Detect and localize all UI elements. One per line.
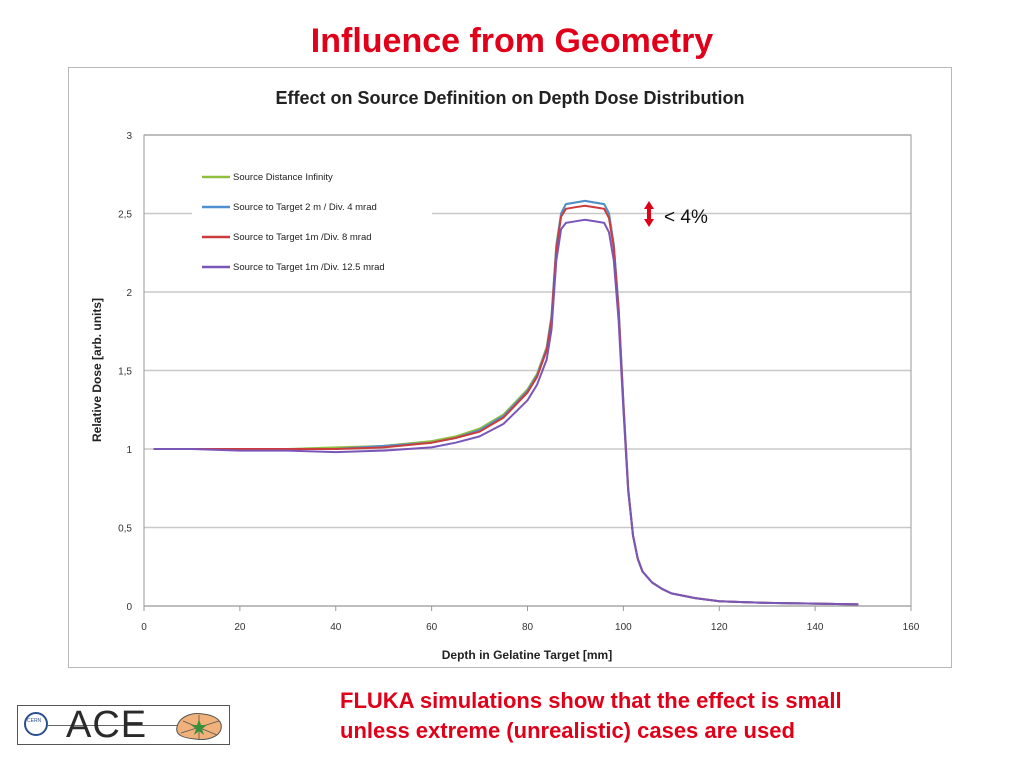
footer-line-1: FLUKA simulations show that the effect i… xyxy=(340,688,842,713)
x-tick-label: 0 xyxy=(141,622,147,633)
slide-title: Influence from Geometry xyxy=(310,22,714,60)
legend-label: Source to Target 1m /Div. 8 mrad xyxy=(233,232,372,243)
y-tick-labels: 0 0,5 1 1,5 2 2,5 3 xyxy=(118,131,132,613)
legend-label: Source to Target 1m /Div. 12.5 mrad xyxy=(233,262,385,273)
footer-text: FLUKA simulations show that the effect i… xyxy=(340,686,980,746)
legend: Source Distance Infinity Source to Target… xyxy=(192,165,432,285)
x-tick-label: 100 xyxy=(615,622,632,633)
x-tick-label: 80 xyxy=(522,622,534,633)
ace-logo: CERN ACE xyxy=(17,704,230,746)
x-tick-label: 60 xyxy=(426,622,438,633)
y-axis-label: Relative Dose [arb. units] xyxy=(90,298,104,442)
series-line-4 xyxy=(153,218,859,606)
x-tick-labels: 0 20 40 60 80 100 120 140 160 xyxy=(141,606,920,633)
annotation-text: < 4% xyxy=(664,207,708,228)
x-axis-label: Depth in Gelatine Target [mm] xyxy=(442,648,612,662)
chart-frame: Effect on Source Definition on Depth Dos… xyxy=(68,67,952,668)
x-tick-label: 40 xyxy=(330,622,342,633)
legend-background xyxy=(192,165,432,285)
logo-text: ACE xyxy=(66,704,148,746)
footer-line-2: unless extreme (unrealistic) cases are u… xyxy=(340,718,795,743)
legend-label: Source Distance Infinity xyxy=(233,172,333,183)
x-tick-label: 20 xyxy=(234,622,246,633)
x-tick-label: 160 xyxy=(903,622,920,633)
x-tick-label: 140 xyxy=(807,622,824,633)
double-arrow-icon xyxy=(644,201,654,227)
y-tick-label: 1 xyxy=(126,445,132,456)
y-tick-label: 1,5 xyxy=(118,367,132,378)
chart-title: Effect on Source Definition on Depth Dos… xyxy=(275,88,744,108)
cern-emblem-label: CERN xyxy=(27,718,42,724)
y-tick-label: 0,5 xyxy=(118,524,132,535)
annotation: < 4% xyxy=(644,201,708,228)
legend-label: Source to Target 2 m / Div. 4 mrad xyxy=(233,202,377,213)
y-tick-label: 2 xyxy=(126,288,132,299)
y-tick-label: 0 xyxy=(126,602,132,613)
depth-dose-chart: Effect on Source Definition on Depth Dos… xyxy=(90,88,920,662)
star-map-icon xyxy=(176,713,222,740)
cern-logo-icon xyxy=(24,712,48,736)
y-tick-label: 3 xyxy=(126,131,132,142)
logo-line xyxy=(48,725,198,726)
series-layer xyxy=(153,199,859,606)
y-tick-label: 2,5 xyxy=(118,210,132,221)
x-tick-label: 120 xyxy=(711,622,728,633)
